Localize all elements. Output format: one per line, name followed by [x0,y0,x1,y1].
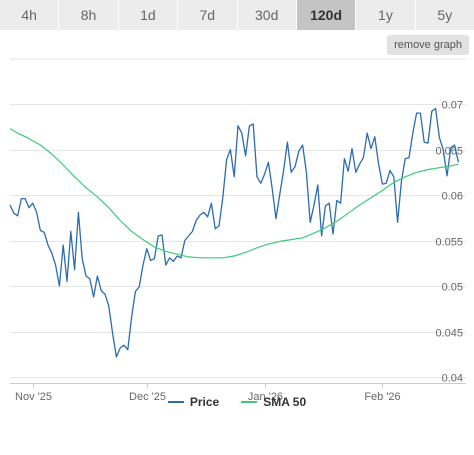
legend-label-price: Price [189,395,220,409]
chart-legend: Price SMA 50 [0,392,474,412]
tab-120d[interactable]: 120d [296,0,357,30]
tab-5y[interactable]: 5y [415,0,474,30]
y-tick-label: 0.04 [442,373,463,385]
y-tick-label: 0.06 [442,191,463,203]
y-tick-label: 0.07 [442,100,463,112]
sma-50-line [9,128,459,259]
y-tick-label: 0.055 [435,237,463,249]
y-tick-label: 0.05 [442,282,463,294]
legend-swatch-sma [241,401,258,403]
remove-graph-button[interactable]: remove graph [387,35,469,55]
tab-4h[interactable]: 4h [0,0,60,30]
tab-1y[interactable]: 1y [356,0,416,30]
price-line [9,107,460,358]
tab-30d[interactable]: 30d [237,0,297,30]
time-range-tabs: 4h 8h 1d 7d 30d 120d 1y 5y [0,0,474,30]
x-tick-label: Jan '26 [248,391,283,403]
y-tick-label: 0.045 [435,328,463,340]
legend-item-sma[interactable]: SMA 50 [241,395,306,409]
legend-label-sma: SMA 50 [263,395,307,409]
legend-item-price[interactable]: Price [167,395,220,409]
x-tick-label: Nov '25 [15,391,52,403]
tab-1d[interactable]: 1d [118,0,179,30]
x-tick-label: Dec '25 [129,391,166,403]
tab-8h[interactable]: 8h [59,0,119,30]
tab-7d[interactable]: 7d [178,0,238,30]
legend-swatch-price [167,401,184,403]
x-tick-label: Feb '26 [364,391,400,403]
